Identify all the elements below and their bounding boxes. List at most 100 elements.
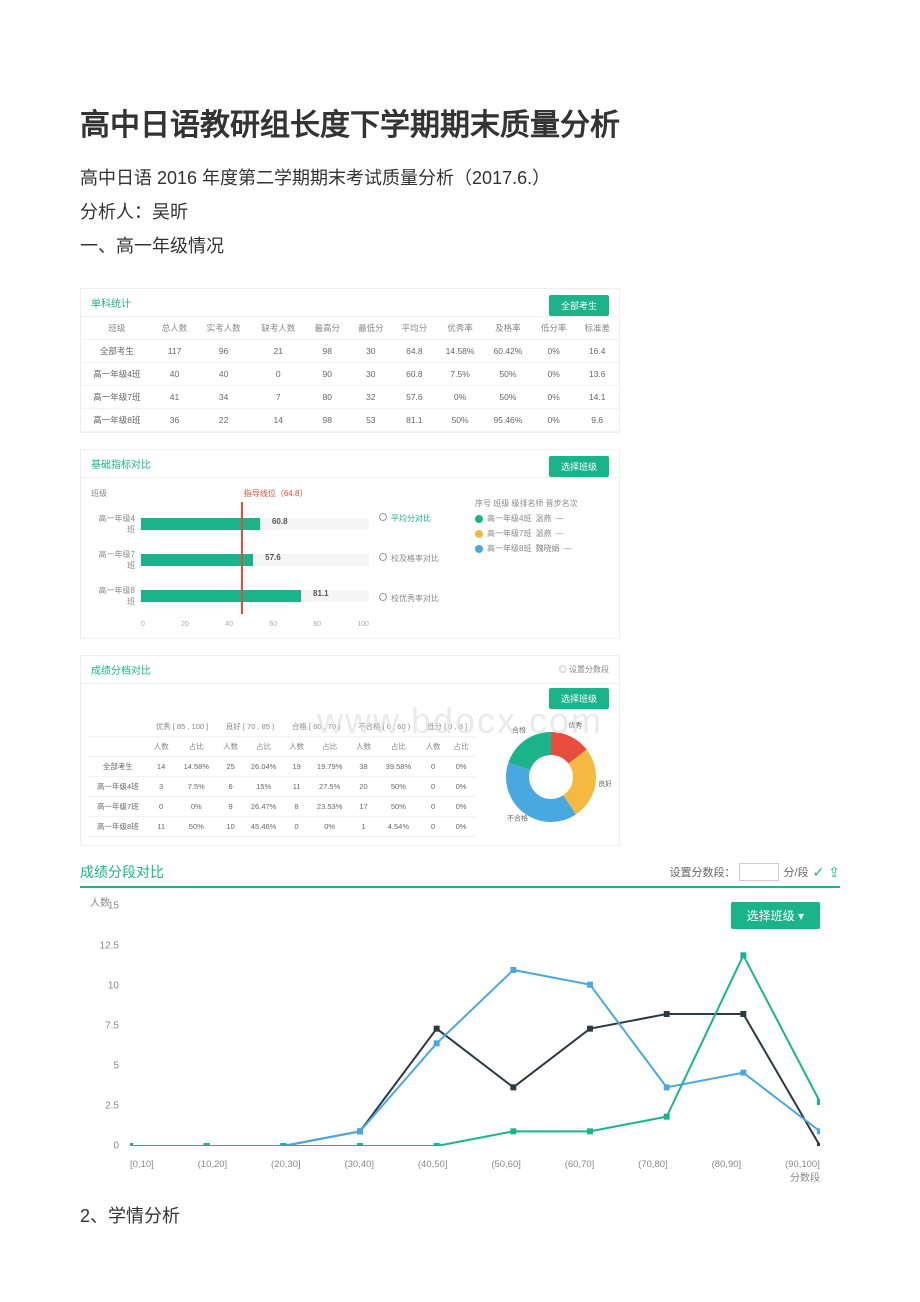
doc-subtitle: 高中日语 2016 年度第二学期期末考试质量分析（2017.6.） [80,164,840,190]
metric-toggle[interactable]: 平均分对比 [379,513,459,524]
col-header: 缺考人数 [251,317,306,340]
y-tick: 15 [108,901,119,912]
line-series [130,955,820,1146]
x-tick: (70,80] [638,1159,668,1170]
col-header: 低分率 [532,317,576,340]
data-point [817,1128,820,1134]
unit-label: 分/段 [783,864,808,880]
col-header: 最高分 [306,317,350,340]
stats-panel: 单科统计 全部考生 班级总人数实考人数缺考人数最高分最低分平均分优秀率及格率低分… [80,288,620,433]
svg-text:不合格: 不合格 [507,814,528,823]
metric-toggle[interactable]: 校优秀率对比 [379,593,459,604]
legend-item: 高一年级4班 温燕 — [475,513,603,524]
chart-title: 成绩分段对比 [80,862,164,882]
stats-title: 单科统计 [81,289,619,317]
data-point [740,952,746,958]
data-point [510,967,516,973]
data-point [510,1084,516,1090]
y-tick: 10 [108,980,119,991]
col-header: 最低分 [349,317,393,340]
x-tick: (50,60] [491,1159,521,1170]
data-point [204,1143,210,1146]
set-range-link[interactable]: ◎ 设置分数段 [559,664,609,675]
x-tick: (40,50] [418,1159,448,1170]
y-tick: 0 [113,1141,119,1152]
check-icon[interactable]: ✓ [813,864,825,881]
bar-title: 基础指标对比 [81,450,619,478]
data-point [357,1128,363,1134]
data-point [434,1040,440,1046]
range-input[interactable] [739,863,779,881]
x-tick: (10,20] [198,1159,228,1170]
col-header: 标准差 [575,317,619,340]
metric-toggle[interactable]: 校及格率对比 [379,553,459,564]
x-tick: (80,90] [712,1159,742,1170]
data-point [587,982,593,988]
line-series [130,1014,820,1146]
bar-row: 高一年级4班60.8 [91,513,369,535]
doc-title: 高中日语教研组长度下学期期末质量分析 [80,100,840,144]
data-point [587,1026,593,1032]
data-point [280,1143,286,1146]
table-row: 高一年级4班40400903060.87.5%50%0%13.6 [81,363,619,386]
section-heading: 一、高一年级情况 [80,232,840,258]
data-point [130,1143,133,1146]
donut-slice [506,763,576,822]
col-header: 总人数 [153,317,197,340]
dist-title: 成绩分档对比 [81,656,619,684]
data-point [357,1143,363,1146]
table-row: 高一年级4班37.5%615%1127.5%2050%00% [89,776,475,796]
data-point [664,1011,670,1017]
footer-section: 2、学情分析 [80,1202,840,1228]
bar-row: 高一年级8班81.1 [91,585,369,607]
y-tick: 12.5 [100,940,119,951]
y-tick: 5 [113,1060,119,1071]
donut-chart: 优秀良好不合格 合格 [491,717,611,837]
select-class-button-2[interactable]: 选择班级 [549,688,609,709]
x-label: 分数段 [790,1169,820,1184]
line-chart-panel: 成绩分段对比 设置分数段： 分/段 ✓ ⇪ 选择班级 人数 1512.5107.… [80,862,840,1176]
x-tick: (30,40] [344,1159,374,1170]
ref-label: 指导线位（64.8） [244,488,308,499]
bar-row: 高一年级7班57.6 [91,549,369,571]
setting-label: 设置分数段： [669,864,735,880]
all-students-button[interactable]: 全部考生 [549,295,609,316]
x-tick: [0,10] [130,1159,154,1170]
data-point [817,1143,820,1146]
data-point [434,1143,440,1146]
col-header: 班级 [81,317,153,340]
donut-slice [508,732,551,770]
legend-item: 高一年级8班 魏晓娟 — [475,543,603,554]
x-tick: (60,70] [565,1159,595,1170]
bar-panel: 基础指标对比 选择班级 班级 指导线位（64.8） 高一年级4班60.8 高一年级7… [80,449,620,639]
y-tick: 7.5 [105,1021,119,1032]
legend-item: 高一年级7班 温燕 — [475,528,603,539]
col-header: 实考人数 [196,317,251,340]
table-row: 高一年级7班41347803257.60%50%0%14.1 [81,386,619,409]
table-row: 全部考生1179621983064.814.58%60.42%0%16.4 [81,340,619,363]
svg-text:良好: 良好 [598,779,611,788]
table-row: 高一年级8班362214985381.150%95.46%0%9.6 [81,409,619,432]
col-header: 及格率 [484,317,532,340]
upload-icon[interactable]: ⇪ [828,864,840,881]
svg-text:合格: 合格 [512,725,526,734]
y-tick: 2.5 [105,1101,119,1112]
dist-panel: 成绩分档对比 ◎ 设置分数段 选择班级 优秀 [ 85 , 100 ]良好 [ … [80,655,620,846]
axis-label: 班级 [91,488,369,499]
x-tick: (20,30] [271,1159,301,1170]
col-header: 平均分 [393,317,437,340]
table-row: 全部考生1414.58%2526.04%1919.79%3839.58%00% [89,756,475,776]
table-row: 高一年级7班00%926.47%823.53%1750%00% [89,796,475,816]
select-class-button[interactable]: 选择班级 [549,456,609,477]
data-point [434,1026,440,1032]
data-point [740,1070,746,1076]
select-class-dropdown[interactable]: 选择班级 [731,902,820,929]
table-row: 高一年级8班1150%1045.46%00%14.54%00% [89,816,475,836]
data-point [664,1114,670,1120]
data-point [664,1084,670,1090]
data-point [587,1128,593,1134]
data-point [817,1099,820,1105]
col-header: 优秀率 [436,317,484,340]
svg-text:优秀: 优秀 [568,721,582,730]
data-point [740,1011,746,1017]
